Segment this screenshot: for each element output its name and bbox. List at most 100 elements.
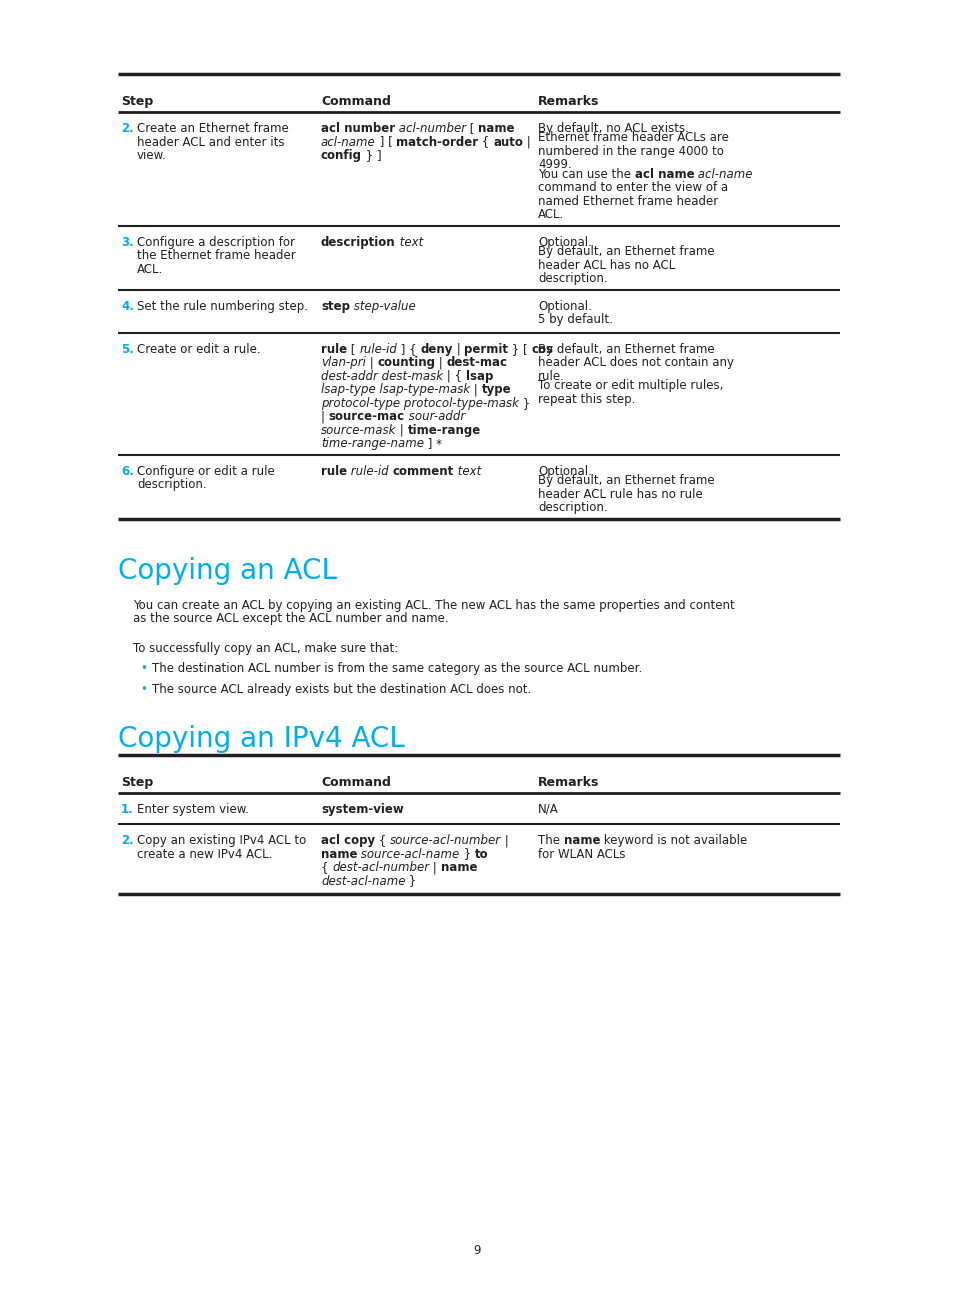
Text: rule: rule [320,465,347,478]
Text: Step: Step [121,775,153,788]
Text: } [: } [ [508,343,531,356]
Text: name: name [440,861,476,874]
Text: |: | [320,411,329,424]
Text: step: step [320,299,350,312]
Text: header ACL and enter its: header ACL and enter its [137,136,284,149]
Text: |: | [522,136,531,149]
Text: }: } [405,875,416,888]
Text: By default, no ACL exists.: By default, no ACL exists. [537,122,688,135]
Text: The: The [537,835,563,848]
Text: You can create an ACL by copying an existing ACL. The new ACL has the same prope: You can create an ACL by copying an exis… [132,599,734,612]
Text: numbered in the range 4000 to: numbered in the range 4000 to [537,145,723,158]
Text: text: text [454,465,480,478]
Text: deny: deny [420,343,453,356]
Text: | {: | { [442,369,465,382]
Text: dest-addr dest-mask: dest-addr dest-mask [320,369,442,382]
Text: |: | [435,356,446,369]
Text: rule: rule [320,343,347,356]
Text: •: • [140,683,147,696]
Text: Ethernet frame header ACLs are: Ethernet frame header ACLs are [537,131,728,144]
Text: acl-name: acl-name [320,136,375,149]
Text: You can use the: You can use the [537,168,634,181]
Text: {: { [477,136,493,149]
Text: Configure or edit a rule: Configure or edit a rule [137,465,274,478]
Text: time-range: time-range [408,424,480,437]
Text: [: [ [347,343,359,356]
Text: Remarks: Remarks [537,95,598,108]
Text: source-mac: source-mac [329,411,404,424]
Text: Create or edit a rule.: Create or edit a rule. [137,343,260,356]
Text: }: } [518,397,530,410]
Text: |: | [429,861,440,874]
Text: Copy an existing IPv4 ACL to: Copy an existing IPv4 ACL to [137,835,306,848]
Text: description.: description. [537,502,607,515]
Text: rule-id: rule-id [359,343,396,356]
Text: rule.: rule. [537,369,564,382]
Text: for WLAN ACLs: for WLAN ACLs [537,848,625,861]
Text: ] {: ] { [396,343,420,356]
Text: name: name [563,835,599,848]
Text: description.: description. [537,272,607,285]
Text: ACL.: ACL. [537,209,563,222]
Text: }: } [459,848,475,861]
Text: Command: Command [320,775,391,788]
Text: source-acl-name: source-acl-name [357,848,459,861]
Text: acl name: acl name [634,168,694,181]
Text: Remarks: Remarks [537,775,598,788]
Text: By default, an Ethernet frame: By default, an Ethernet frame [537,474,714,487]
Text: 2.: 2. [121,122,133,135]
Text: Set the rule numbering step.: Set the rule numbering step. [137,299,308,312]
Text: counting: counting [377,356,435,369]
Text: permit: permit [464,343,508,356]
Text: Copying an ACL: Copying an ACL [118,557,336,584]
Text: 2.: 2. [121,835,133,848]
Text: acl copy: acl copy [320,835,375,848]
Text: The source ACL already exists but the destination ACL does not.: The source ACL already exists but the de… [152,683,531,696]
Text: •: • [140,662,147,675]
Text: N/A: N/A [537,802,558,815]
Text: keyword is not available: keyword is not available [599,835,747,848]
Text: system-view: system-view [320,802,403,815]
Text: time-range-name: time-range-name [320,437,423,450]
Text: Copying an IPv4 ACL: Copying an IPv4 ACL [118,724,404,753]
Text: lsap-type lsap-type-mask: lsap-type lsap-type-mask [320,384,470,397]
Text: text: text [395,236,422,249]
Text: 4.: 4. [121,299,133,312]
Text: as the source ACL except the ACL number and name.: as the source ACL except the ACL number … [132,612,448,625]
Text: header ACL has no ACL: header ACL has no ACL [537,259,675,272]
Text: Optional.: Optional. [537,465,591,478]
Text: auto: auto [493,136,522,149]
Text: |: | [395,424,408,437]
Text: Optional.: Optional. [537,299,591,312]
Text: create a new IPv4 ACL.: create a new IPv4 ACL. [137,848,273,861]
Text: The destination ACL number is from the same category as the source ACL number.: The destination ACL number is from the s… [152,662,641,675]
Text: acl-number: acl-number [395,122,466,135]
Text: acl number: acl number [320,122,395,135]
Text: {: { [375,835,390,848]
Text: |: | [470,384,481,397]
Text: header ACL does not contain any: header ACL does not contain any [537,356,733,369]
Text: 5 by default.: 5 by default. [537,314,612,327]
Text: Step: Step [121,95,153,108]
Text: Configure a description for: Configure a description for [137,236,294,249]
Text: header ACL rule has no rule: header ACL rule has no rule [537,487,702,500]
Text: vlan-pri: vlan-pri [320,356,366,369]
Text: } ]: } ] [361,149,381,162]
Text: 5.: 5. [121,343,133,356]
Text: Create an Ethernet frame: Create an Ethernet frame [137,122,289,135]
Text: Command: Command [320,95,391,108]
Text: ] [: ] [ [375,136,395,149]
Text: sour-addr: sour-addr [404,411,465,424]
Text: the Ethernet frame header: the Ethernet frame header [137,249,295,262]
Text: To create or edit multiple rules,: To create or edit multiple rules, [537,380,722,393]
Text: rule-id: rule-id [347,465,392,478]
Text: Enter system view.: Enter system view. [137,802,249,815]
Text: By default, an Ethernet frame: By default, an Ethernet frame [537,343,714,356]
Text: match-order: match-order [395,136,477,149]
Text: dest-mac: dest-mac [446,356,507,369]
Text: name: name [477,122,515,135]
Text: to: to [475,848,488,861]
Text: Optional.: Optional. [537,236,591,249]
Text: 1.: 1. [121,802,133,815]
Text: description: description [320,236,395,249]
